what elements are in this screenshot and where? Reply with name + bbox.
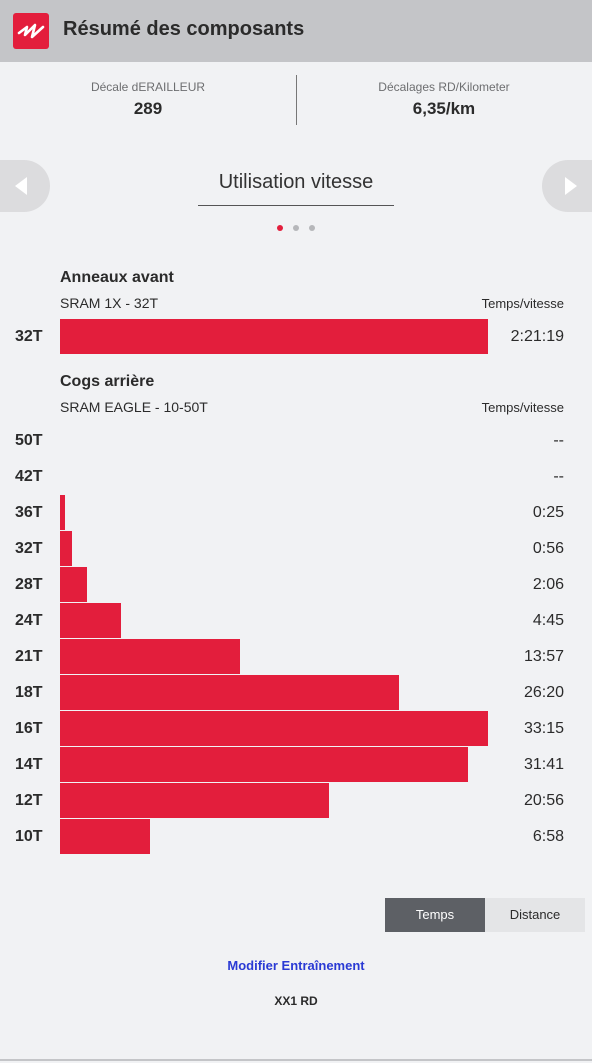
stat-value: 6,35/km [412, 99, 476, 118]
cog-time-value: -- [553, 432, 564, 449]
cog-usage-bar [60, 747, 468, 782]
bottom-divider [0, 1059, 592, 1061]
rear-derailleur-model: XX1 RD [274, 994, 318, 1008]
cog-time-value: 26:20 [523, 684, 564, 701]
chainring-usage-bar [60, 319, 488, 354]
stat-divider [296, 75, 297, 125]
stat-derailleur-shifts: Décale dERAILLEUR 289 [0, 80, 296, 119]
cog-usage-bar [60, 639, 240, 674]
stat-value: 289 [133, 99, 163, 118]
carousel-next-button[interactable] [542, 160, 592, 212]
cog-gear-label: 16T [15, 720, 43, 737]
cog-row: 24T 4:45 [0, 603, 592, 639]
toggle-option-time[interactable]: Temps [385, 898, 485, 932]
cog-row: 42T -- [0, 459, 592, 495]
cog-gear-label: 12T [15, 792, 43, 809]
cog-gear-label: 32T [15, 540, 43, 557]
cog-usage-bar [60, 603, 121, 638]
cog-time-value: 31:41 [523, 756, 564, 773]
cog-row: 18T 26:20 [0, 675, 592, 711]
cog-time-value: 33:15 [523, 720, 564, 737]
cog-row: 36T 0:25 [0, 495, 592, 531]
cog-usage-bar [60, 495, 65, 530]
triangle-left-icon [15, 177, 27, 195]
carousel-prev-button[interactable] [0, 160, 50, 212]
brand-logo-icon [13, 13, 49, 49]
carousel-pagination [0, 224, 592, 232]
pagination-dot[interactable] [277, 225, 283, 231]
carousel-title: Utilisation vitesse [198, 171, 394, 206]
cog-time-value: -- [553, 468, 564, 485]
rear-section-title: Cogs arrière [60, 373, 155, 390]
cog-row: 28T 2:06 [0, 567, 592, 603]
cog-row: 14T 31:41 [0, 747, 592, 783]
cog-usage-bar [60, 819, 150, 854]
cog-usage-bar [60, 675, 399, 710]
cog-row: 10T 6:58 [0, 819, 592, 855]
stats-panel: Décale dERAILLEUR 289 Décalages RD/Kilom… [0, 62, 592, 144]
cog-usage-bar [60, 783, 329, 818]
toggle-option-distance[interactable]: Distance [485, 898, 585, 932]
triangle-right-icon [565, 177, 577, 195]
metric-toggle: Temps Distance [385, 898, 585, 932]
stat-label: Décale dERAILLEUR [90, 80, 206, 94]
cog-time-value: 13:57 [523, 648, 564, 665]
cog-row: 50T -- [0, 423, 592, 459]
modify-workout-link[interactable]: Modifier Entraînement [227, 958, 365, 973]
cog-row: 32T 0:56 [0, 531, 592, 567]
cog-gear-label: 42T [15, 468, 43, 485]
rear-section-subtitle: SRAM EAGLE - 10-50T [60, 399, 208, 415]
cog-time-value: 6:58 [532, 828, 564, 845]
front-column-label: Temps/vitesse [481, 296, 564, 311]
cog-gear-label: 24T [15, 612, 43, 629]
chainring-gear-label: 32T [15, 328, 43, 345]
stat-shifts-per-km: Décalages RD/Kilometer 6,35/km [296, 80, 592, 119]
cog-gear-label: 18T [15, 684, 43, 701]
cog-time-value: 0:56 [532, 540, 564, 557]
cog-time-value: 20:56 [523, 792, 564, 809]
cog-usage-bar [60, 567, 87, 602]
cog-usage-bar [60, 711, 488, 746]
pagination-dot[interactable] [309, 225, 315, 231]
app-header: Résumé des composants [0, 0, 592, 62]
page-title: Résumé des composants [63, 18, 305, 40]
cog-row: 12T 20:56 [0, 783, 592, 819]
stat-label: Décalages RD/Kilometer [378, 80, 510, 94]
pagination-dot[interactable] [293, 225, 299, 231]
cog-gear-label: 14T [15, 756, 43, 773]
cog-time-value: 4:45 [532, 612, 564, 629]
cog-gear-label: 10T [15, 828, 43, 845]
cog-gear-label: 36T [15, 504, 43, 521]
cog-row: 21T 13:57 [0, 639, 592, 675]
front-section-subtitle: SRAM 1X - 32T [60, 295, 159, 311]
chainring-row: 32T 2:21:19 [0, 319, 592, 355]
cog-time-value: 2:06 [532, 576, 564, 593]
cog-gear-label: 28T [15, 576, 43, 593]
cog-usage-bar [60, 531, 72, 566]
front-section-title: Anneaux avant [60, 269, 174, 286]
cog-gear-label: 50T [15, 432, 43, 449]
cog-row: 16T 33:15 [0, 711, 592, 747]
cog-time-value: 0:25 [532, 504, 564, 521]
cog-gear-label: 21T [15, 648, 43, 665]
rear-column-label: Temps/vitesse [481, 400, 564, 415]
chainring-time-value: 2:21:19 [510, 328, 564, 345]
